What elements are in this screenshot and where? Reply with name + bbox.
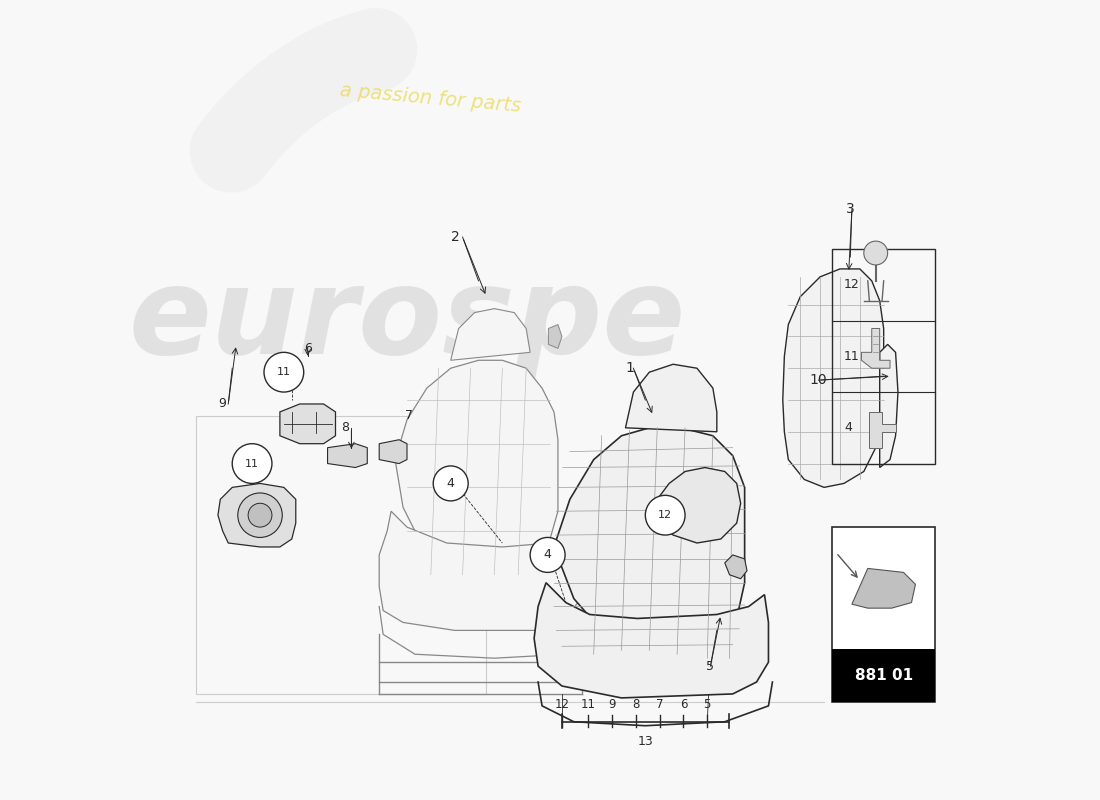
Bar (197, 416, 486, 694)
Polygon shape (379, 511, 578, 630)
Polygon shape (783, 269, 883, 487)
Polygon shape (328, 444, 367, 467)
Text: eurospe: eurospe (129, 262, 685, 379)
Text: 1: 1 (626, 362, 635, 375)
Text: 5: 5 (706, 660, 714, 673)
Polygon shape (626, 364, 717, 432)
Polygon shape (554, 428, 745, 658)
Polygon shape (861, 329, 890, 368)
Text: a passion for parts: a passion for parts (340, 81, 522, 115)
Text: 12: 12 (554, 698, 570, 710)
Text: 9: 9 (608, 698, 616, 710)
Bar (832, 527, 935, 702)
Text: 4: 4 (543, 549, 551, 562)
Circle shape (646, 495, 685, 535)
Text: 7: 7 (656, 698, 663, 710)
Text: 11: 11 (277, 367, 290, 377)
Polygon shape (658, 467, 740, 543)
Polygon shape (279, 404, 335, 444)
Text: 11: 11 (844, 350, 860, 363)
Text: 11: 11 (245, 458, 260, 469)
Text: 6: 6 (304, 342, 311, 355)
Text: 2: 2 (451, 230, 460, 244)
Text: 11: 11 (581, 698, 595, 710)
Text: 6: 6 (680, 698, 688, 710)
Circle shape (433, 466, 469, 501)
Polygon shape (549, 325, 562, 348)
Circle shape (232, 444, 272, 483)
Text: 8: 8 (341, 422, 349, 434)
Polygon shape (880, 344, 898, 467)
Polygon shape (851, 569, 915, 608)
Text: 3: 3 (846, 202, 855, 216)
Polygon shape (451, 309, 530, 360)
Text: 9: 9 (218, 398, 226, 410)
Polygon shape (218, 483, 296, 547)
Circle shape (249, 503, 272, 527)
Text: 8: 8 (632, 698, 639, 710)
Text: 7: 7 (406, 410, 414, 422)
Text: 4: 4 (844, 422, 851, 434)
Text: 13: 13 (638, 735, 653, 748)
Polygon shape (725, 555, 747, 578)
Text: 10: 10 (808, 373, 826, 387)
Bar (832, 249, 935, 463)
Circle shape (864, 241, 888, 265)
Text: 5: 5 (704, 698, 711, 710)
Polygon shape (379, 440, 407, 463)
Bar (832, 650, 935, 702)
Circle shape (530, 538, 565, 572)
Text: 12: 12 (844, 278, 860, 291)
Polygon shape (869, 412, 895, 448)
Circle shape (264, 352, 304, 392)
Polygon shape (395, 360, 558, 582)
Polygon shape (535, 582, 769, 698)
Text: 4: 4 (447, 477, 454, 490)
Text: 12: 12 (658, 510, 672, 520)
Text: 881 01: 881 01 (855, 668, 913, 683)
Circle shape (238, 493, 283, 538)
